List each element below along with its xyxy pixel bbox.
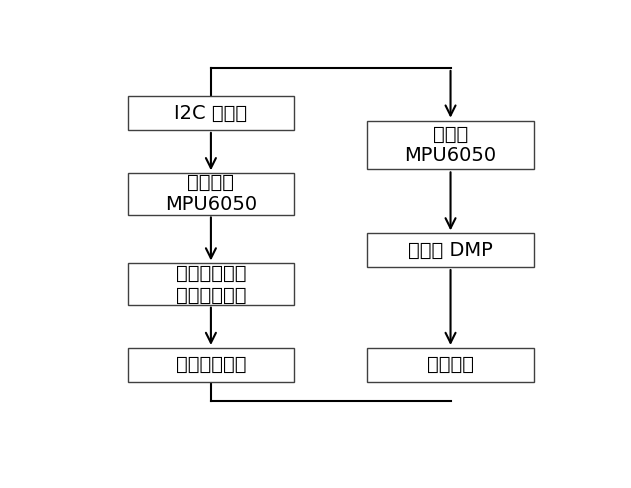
Bar bbox=[127, 348, 294, 382]
Text: 设置陀螺仪和
加速度计量程: 设置陀螺仪和 加速度计量程 bbox=[175, 264, 246, 305]
Bar bbox=[127, 264, 294, 305]
Text: I2C 初始化: I2C 初始化 bbox=[174, 103, 247, 122]
Bar bbox=[367, 233, 534, 267]
Bar bbox=[127, 96, 294, 130]
Text: 初始化 DMP: 初始化 DMP bbox=[408, 241, 493, 260]
Bar bbox=[367, 348, 534, 382]
Text: 设置采样频率: 设置采样频率 bbox=[175, 355, 246, 374]
Bar bbox=[367, 121, 534, 169]
Text: 读取数据: 读取数据 bbox=[427, 355, 474, 374]
Text: 初始化
MPU6050: 初始化 MPU6050 bbox=[404, 124, 497, 165]
Bar bbox=[127, 173, 294, 215]
Text: 复位唤醒
MPU6050: 复位唤醒 MPU6050 bbox=[165, 173, 257, 214]
